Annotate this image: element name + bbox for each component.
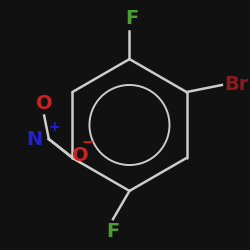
Text: Br: Br	[224, 76, 248, 94]
Text: N: N	[27, 130, 43, 148]
Text: O: O	[36, 94, 52, 113]
Text: +: +	[49, 120, 60, 134]
Text: −: −	[81, 135, 94, 150]
Text: F: F	[125, 10, 138, 29]
Text: F: F	[106, 222, 120, 240]
Text: O: O	[72, 146, 89, 165]
